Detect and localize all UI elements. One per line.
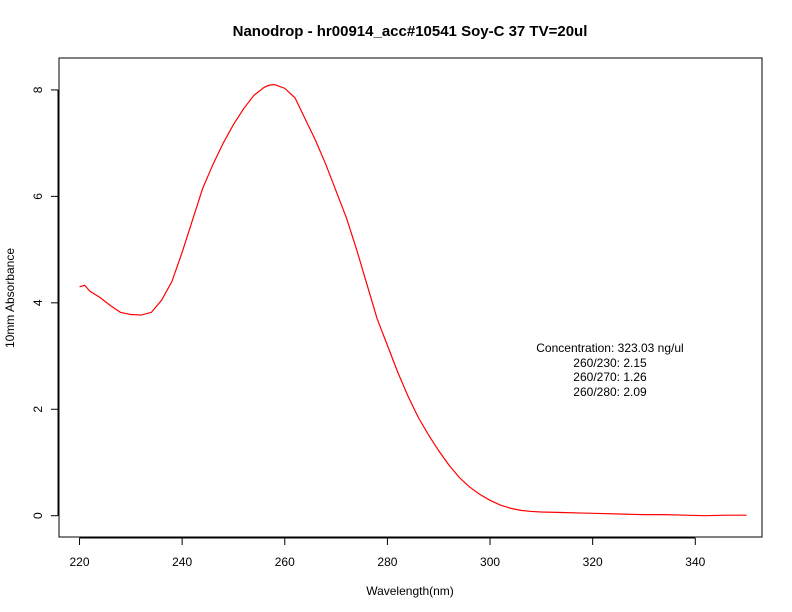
y-axis-label: 10mm Absorbance: [3, 248, 17, 348]
y-tick-label: 0: [31, 512, 45, 519]
ratio-260-280: 260/280: 2.09: [573, 385, 647, 399]
stats-annotation: Concentration: 323.03 ng/ul 260/230: 2.1…: [536, 341, 683, 399]
x-tick-label: 280: [377, 555, 397, 569]
x-axis: 220 240 260 280 300 320 340: [70, 537, 706, 569]
x-axis-label: Wavelength(nm): [366, 584, 454, 598]
x-tick-label: 320: [583, 555, 603, 569]
concentration-text: Concentration: 323.03 ng/ul: [536, 341, 683, 355]
ratio-260-230: 260/230: 2.15: [573, 356, 647, 370]
y-tick-label: 2: [31, 406, 45, 413]
x-tick-label: 240: [172, 555, 192, 569]
y-tick-label: 4: [31, 299, 45, 306]
x-tick-label: 340: [685, 555, 705, 569]
chart-title: Nanodrop - hr00914_acc#10541 Soy-C 37 TV…: [233, 23, 588, 40]
y-tick-label: 8: [31, 86, 45, 93]
y-tick-label: 6: [31, 193, 45, 200]
plot-frame: [58, 57, 763, 538]
x-tick-label: 300: [480, 555, 500, 569]
y-axis: 0 2 4 6 8: [31, 86, 59, 519]
x-tick-label: 260: [275, 555, 295, 569]
absorbance-line: [79, 83, 747, 517]
x-tick-label: 220: [70, 555, 90, 569]
ratio-260-270: 260/270: 1.26: [573, 370, 647, 384]
